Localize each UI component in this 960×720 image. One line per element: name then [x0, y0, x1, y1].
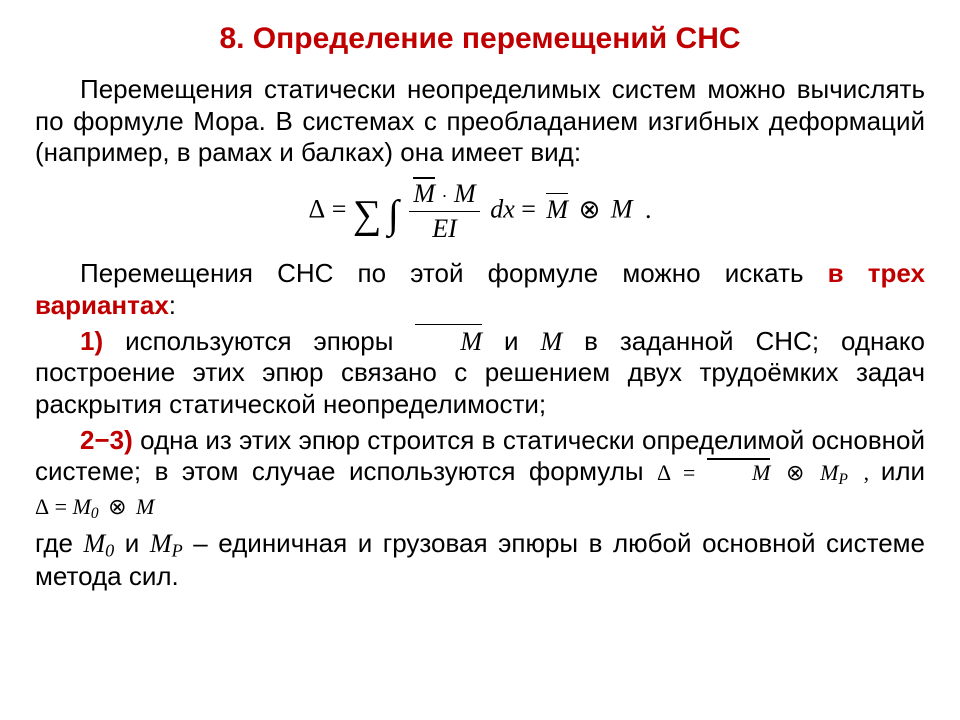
- sym-mp-1: M: [820, 460, 838, 485]
- sym-sigma: ∑: [353, 192, 382, 237]
- sym-mbar-inline-1: M: [415, 326, 482, 358]
- sym-mbar-1: M: [413, 179, 435, 209]
- p3-text-a: используются эпюры: [103, 326, 415, 356]
- fraction: M · M EI: [409, 179, 479, 244]
- sym-mp-2: M: [150, 529, 172, 558]
- p4-num: 2−3): [80, 425, 133, 455]
- sym-otimes-1: ⊗: [579, 195, 601, 224]
- p4-text-b: или: [881, 456, 925, 486]
- sym-delta-3: Δ: [35, 494, 49, 519]
- main-formula: Δ = ∑ ∫ M · M EI dx = M ⊗ M .: [35, 179, 925, 244]
- sym-m0-1: M: [73, 494, 91, 519]
- sym-sub0-2: 0: [105, 540, 114, 560]
- paragraph-1: Перемещения статически неопределимых сис…: [35, 74, 925, 169]
- p5-text-b: и: [114, 528, 150, 558]
- p2-text-c: :: [169, 290, 176, 320]
- p5-text-a: где: [35, 528, 84, 558]
- sym-m0-2: M: [84, 529, 106, 558]
- sym-ei: EI: [409, 212, 479, 244]
- sym-otimes-2: ⊗: [786, 460, 804, 485]
- slide-title: 8. Определение перемещений СНС: [35, 22, 925, 56]
- p3-text-b: и: [482, 326, 540, 356]
- sym-dx: dx: [490, 195, 515, 224]
- sym-eq-4: =: [55, 494, 67, 519]
- paragraph-2: Перемещения СНС по этой формуле можно ис…: [35, 258, 925, 321]
- sym-m-2: M: [611, 195, 633, 224]
- sym-m-1: M: [454, 179, 476, 208]
- sym-m-3: M: [136, 494, 154, 519]
- sym-integral: ∫: [388, 192, 399, 237]
- slide-page: 8. Определение перемещений СНС Перемещен…: [0, 0, 960, 617]
- paragraph-4: 2−3) одна из этих эпюр строится в статич…: [35, 425, 925, 524]
- sym-subp-2: P: [172, 540, 183, 560]
- sym-sub0-1: 0: [91, 505, 99, 522]
- sym-eq-1: =: [332, 195, 347, 224]
- sym-delta: Δ: [308, 195, 325, 224]
- sym-otimes-3: ⊗: [108, 494, 126, 519]
- sym-mbar-3: M: [707, 460, 770, 487]
- sym-mbar-2: M: [546, 195, 568, 225]
- sym-delta-2: Δ: [657, 460, 671, 485]
- sym-subp-1: P: [839, 471, 848, 488]
- sym-dot: ·: [442, 186, 448, 206]
- paragraph-5: где M0 и MP – единичная и грузовая эпюры…: [35, 528, 925, 593]
- sym-m-inline-1: M: [540, 327, 562, 356]
- sym-comma: ,: [864, 460, 870, 485]
- sym-eq-2: =: [521, 195, 536, 224]
- sym-period: .: [645, 195, 652, 224]
- paragraph-3: 1) используются эпюры M и M в заданной С…: [35, 326, 925, 421]
- sym-eq-3: =: [683, 460, 695, 485]
- p2-text-a: Перемещения СНС по этой формуле можно ис…: [80, 258, 828, 288]
- p3-num: 1): [80, 326, 103, 356]
